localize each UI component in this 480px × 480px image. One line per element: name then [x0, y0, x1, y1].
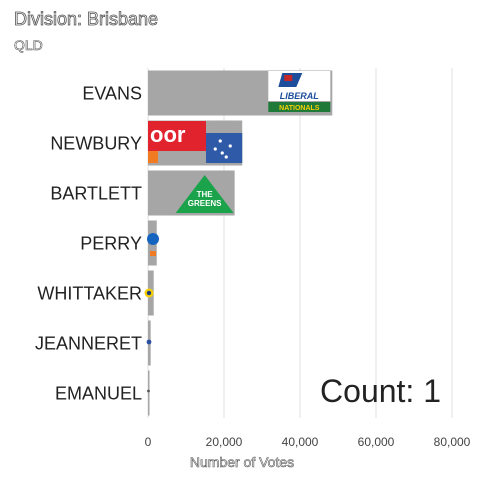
star-icon	[228, 144, 232, 148]
count-annotation: Count: 1	[320, 373, 441, 409]
greens-triangle	[175, 175, 234, 213]
chart-title: Division: Brisbane	[14, 9, 158, 29]
x-tick-label: 40,000	[282, 435, 319, 449]
category-label: WHITTAKER	[37, 284, 142, 304]
greens-logo-text-2: GREENS	[188, 199, 222, 208]
flag-icon	[284, 75, 293, 81]
chart-subtitle: QLD	[14, 37, 43, 53]
nationals-logo-text: NATIONALS	[279, 105, 320, 112]
party-mark	[147, 233, 159, 256]
category-label: JEANNERET	[35, 334, 142, 354]
party-mark	[147, 389, 150, 393]
bar	[148, 370, 150, 416]
party-mark-icon	[147, 233, 159, 245]
party-mark-icon	[146, 290, 152, 296]
x-tick-label: 0	[145, 435, 152, 449]
star-icon	[224, 155, 228, 159]
labor-logo-text: oor	[150, 122, 186, 147]
star-icon	[218, 139, 222, 143]
party-mark-icon	[146, 339, 152, 345]
category-label: EVANS	[82, 84, 142, 104]
category-label: EMANUEL	[55, 384, 142, 404]
star-icon	[220, 151, 224, 155]
party-mark	[144, 288, 154, 298]
star-icon	[213, 147, 217, 151]
party-mark	[146, 339, 152, 345]
liberal-nationals-logo: LIBERAL NATIONALS	[268, 71, 331, 112]
labor-orange-band	[148, 151, 158, 163]
liberal-logo-text: LIBERAL	[280, 91, 319, 101]
greens-logo-text-1: THE	[197, 190, 214, 199]
x-axis-label: Number of Votes	[190, 454, 294, 470]
labor-flag-panel	[206, 133, 243, 163]
x-tick-label: 20,000	[206, 435, 243, 449]
party-mark-icon	[150, 251, 156, 256]
category-label: PERRY	[80, 234, 142, 254]
category-labels: EVANS NEWBURY BARTLETT PERRY WHITTAKER JEANNE…	[35, 84, 142, 404]
nationals-band	[268, 102, 331, 112]
x-tick-label: 60,000	[358, 435, 395, 449]
party-mark-icon	[147, 389, 150, 393]
category-label: BARTLETT	[50, 184, 142, 204]
x-tick-label: 80,000	[434, 435, 471, 449]
labor-red-panel	[148, 121, 206, 151]
x-tick-labels: 0 20,000 40,000 60,000 80,000	[145, 435, 471, 449]
labor-logo: oor	[148, 121, 243, 163]
category-label: NEWBURY	[50, 134, 142, 154]
